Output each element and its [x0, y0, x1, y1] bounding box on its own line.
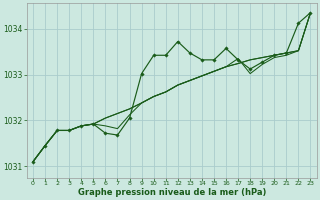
X-axis label: Graphe pression niveau de la mer (hPa): Graphe pression niveau de la mer (hPa) — [77, 188, 266, 197]
